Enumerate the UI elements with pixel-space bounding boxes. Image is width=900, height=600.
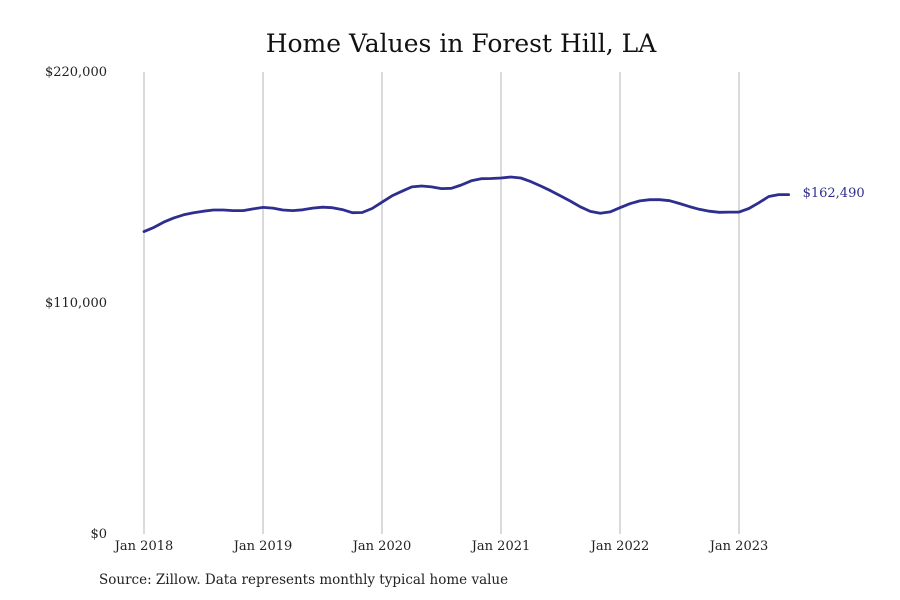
source-note: Source: Zillow. Data represents monthly … bbox=[99, 572, 509, 588]
x-tick-label: Jan 2023 bbox=[708, 539, 769, 554]
x-tick-label: Jan 2022 bbox=[589, 539, 650, 554]
x-tick-label: Jan 2018 bbox=[113, 539, 174, 554]
gridlines bbox=[143, 72, 740, 534]
series-end-label: $162,490 bbox=[803, 186, 865, 201]
y-tick-label: $220,000 bbox=[45, 65, 107, 80]
y-axis-ticks: $0 $110,000 $220,000 bbox=[45, 65, 107, 542]
chart-title: Home Values in Forest Hill, LA bbox=[266, 29, 658, 58]
x-tick-label: Jan 2020 bbox=[351, 539, 412, 554]
x-tick-label: Jan 2021 bbox=[470, 539, 531, 554]
y-tick-label: $110,000 bbox=[45, 296, 107, 311]
y-tick-label: $0 bbox=[90, 527, 107, 542]
series-line bbox=[142, 175, 790, 233]
x-tick-label: Jan 2019 bbox=[232, 539, 293, 554]
x-axis-ticks: Jan 2018 Jan 2019 Jan 2020 Jan 2021 Jan 2022… bbox=[113, 539, 769, 554]
series-group: $162,490 bbox=[142, 175, 865, 233]
